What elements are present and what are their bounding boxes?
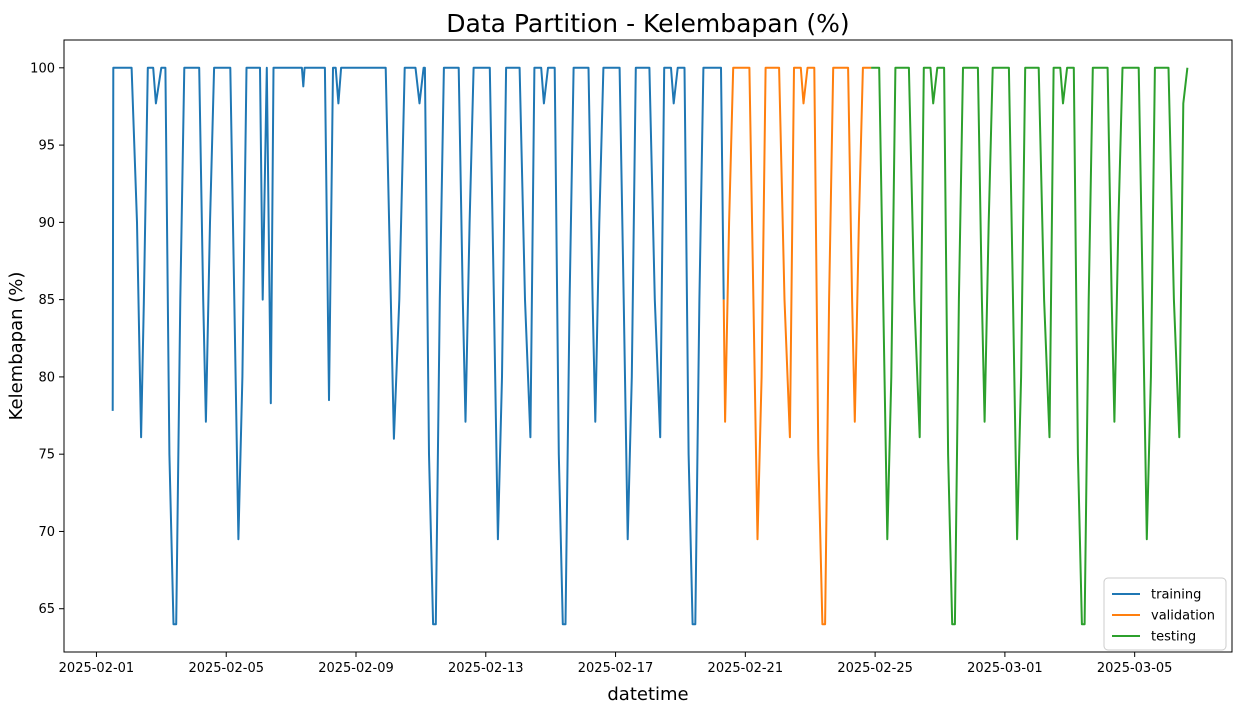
legend: training validation testing <box>1103 577 1227 651</box>
x-tick-label: 2025-02-13 <box>448 661 524 676</box>
chart-title: Data Partition - Kelembapan (%) <box>446 9 849 38</box>
legend-label-training: training <box>1151 588 1201 603</box>
y-tick-label: 90 <box>38 216 55 231</box>
legend-label-testing: testing <box>1151 630 1196 645</box>
legend-box <box>1103 577 1227 651</box>
y-tick-label: 65 <box>38 602 55 617</box>
y-tick-label: 70 <box>38 525 55 540</box>
legend-items: training validation testing <box>1112 588 1215 645</box>
y-tick-label: 75 <box>38 448 55 463</box>
x-axis-label: datetime <box>607 684 688 705</box>
x-tick-label: 2025-02-25 <box>837 661 913 676</box>
plot-frame <box>63 39 1233 653</box>
x-tick-label: 2025-02-05 <box>188 661 264 676</box>
legend-label-validation: validation <box>1151 609 1215 624</box>
y-axis: 65 70 75 80 85 90 95 100 <box>30 61 64 617</box>
y-tick-label: 85 <box>38 293 55 308</box>
y-tick-label: 80 <box>38 370 55 385</box>
x-tick-label: 2025-03-01 <box>967 661 1043 676</box>
x-axis: 2025-02-01 2025-02-05 2025-02-09 2025-02-13… <box>59 652 1173 676</box>
x-tick-label: 2025-02-21 <box>708 661 784 676</box>
x-tick-label: 2025-03-05 <box>1097 661 1173 676</box>
x-tick-label: 2025-02-17 <box>578 661 654 676</box>
y-axis-label: Kelembapan (%) <box>6 272 27 421</box>
plot-lines <box>111 66 1189 626</box>
x-tick-label: 2025-02-01 <box>59 661 135 676</box>
series-line-testing <box>871 66 1189 626</box>
series-line-validation <box>722 66 872 626</box>
series-line-training <box>111 66 725 626</box>
y-tick-label: 95 <box>38 139 55 154</box>
y-tick-label: 100 <box>30 61 55 76</box>
x-tick-label: 2025-02-09 <box>318 661 394 676</box>
